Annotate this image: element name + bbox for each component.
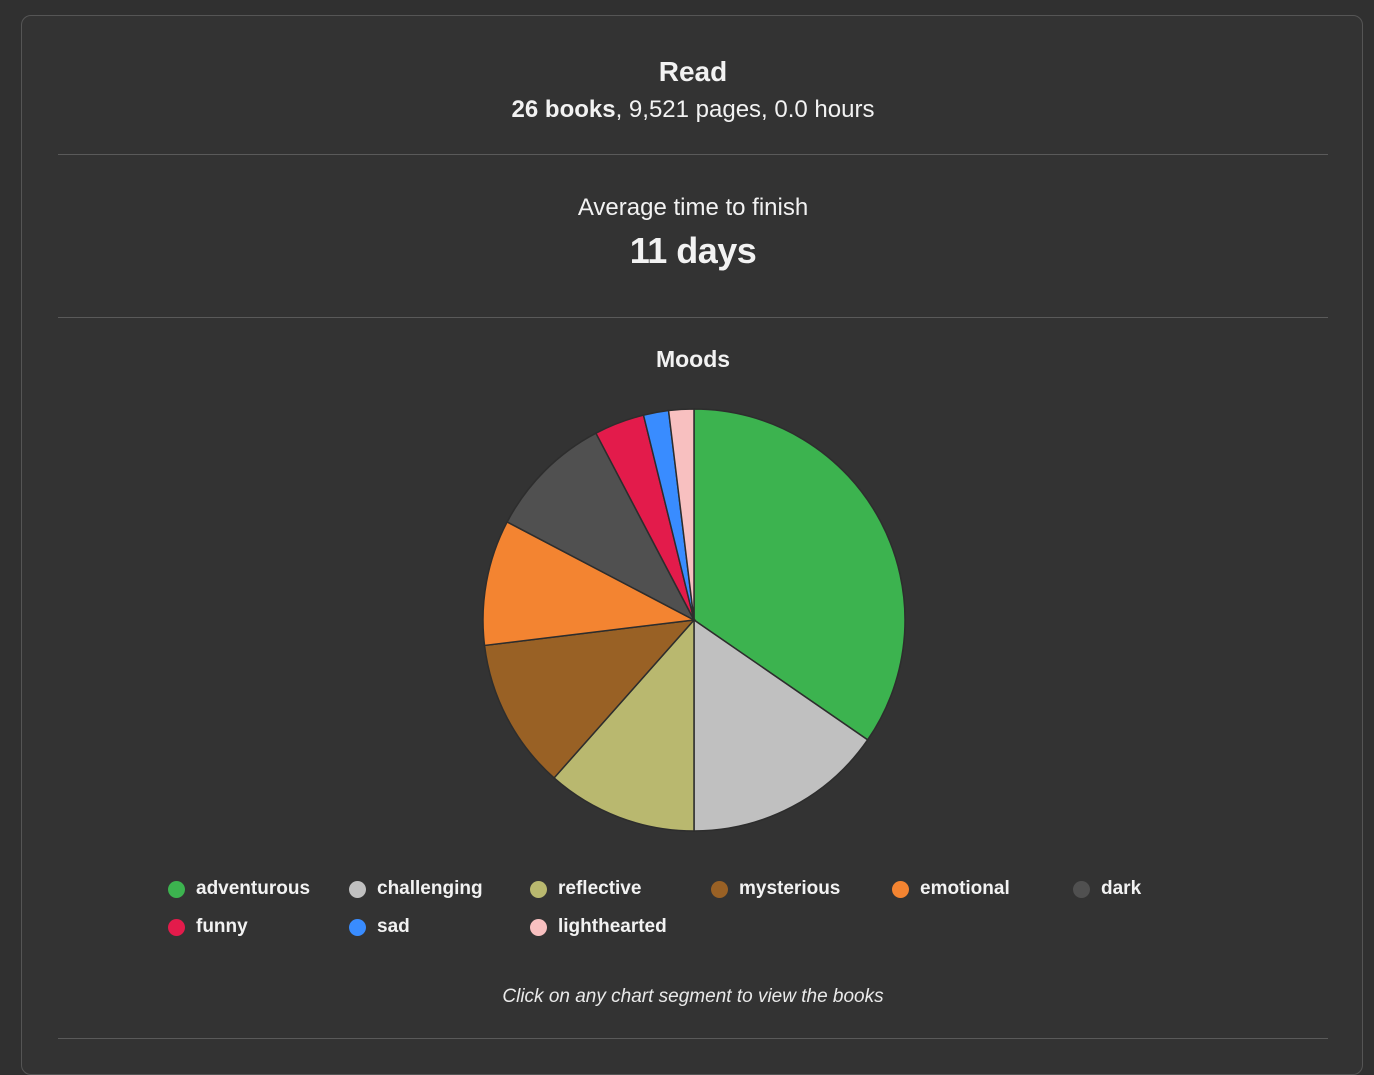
average-label: Average time to finish: [577, 194, 809, 221]
moods-section: Moods: [58, 346, 1328, 373]
legend-label: dark: [1101, 878, 1142, 899]
read-title: Read: [658, 56, 728, 87]
legend-label: mysterious: [739, 878, 841, 899]
pie-slice-adventurous[interactable]: [693, 408, 906, 741]
chart-hint: Click on any chart segment to view the b…: [502, 986, 884, 1007]
legend-item-challenging[interactable]: challenging: [349, 878, 483, 900]
legend-item-reflective[interactable]: reflective: [530, 878, 641, 900]
divider: [58, 154, 1328, 155]
legend-dot-icon: [530, 918, 547, 936]
legend-label: challenging: [377, 878, 483, 899]
pie-slice-mysterious[interactable]: [483, 619, 696, 779]
legend-item-mysterious[interactable]: mysterious: [711, 878, 840, 900]
legend-dot-icon: [711, 880, 728, 898]
legend-dot-icon: [349, 918, 366, 936]
pie-slice-emotional[interactable]: [482, 520, 697, 647]
legend-dot-icon: [168, 918, 185, 936]
chart-title: Moods: [655, 346, 731, 372]
legend-label: reflective: [558, 878, 642, 899]
books-count: 26 books: [511, 96, 616, 123]
legend-label: emotional: [920, 878, 1010, 899]
read-summary: 26 books, 9,521 pages, 0.0 hours: [58, 96, 1328, 124]
pie-slice-dark[interactable]: [506, 432, 696, 622]
legend-item-funny[interactable]: funny: [168, 916, 248, 938]
legend-label: lighthearted: [558, 916, 667, 937]
legend-label: funny: [196, 916, 248, 937]
pie-slice-reflective[interactable]: [553, 618, 695, 832]
stats-card: Read 26 books, 9,521 pages, 0.0 hours Av…: [21, 15, 1363, 1075]
legend-item-dark[interactable]: dark: [1073, 878, 1141, 900]
pie-slice-challenging[interactable]: [693, 618, 869, 832]
legend-dot-icon: [349, 880, 366, 898]
read-section: Read 26 books, 9,521 pages, 0.0 hours: [58, 56, 1328, 124]
divider: [58, 317, 1328, 318]
legend-item-lighthearted[interactable]: lighthearted: [530, 916, 667, 938]
legend-label: adventurous: [196, 878, 311, 899]
hint-section: Click on any chart segment to view the b…: [58, 986, 1328, 1008]
legend-dot-icon: [168, 880, 185, 898]
average-section: Average time to finish 11 days: [58, 194, 1328, 272]
pages-hours: , 9,521 pages, 0.0 hours: [615, 96, 875, 123]
legend-dot-icon: [530, 880, 547, 898]
divider: [58, 1038, 1328, 1039]
legend-dot-icon: [892, 880, 909, 898]
legend-dot-icon: [1073, 880, 1090, 898]
legend-item-adventurous[interactable]: adventurous: [168, 878, 310, 900]
average-value: 11 days: [629, 230, 757, 271]
moods-pie-chart[interactable]: [472, 398, 916, 842]
legend-item-emotional[interactable]: emotional: [892, 878, 1010, 900]
legend-label: sad: [377, 916, 410, 937]
pie-slice-lighthearted[interactable]: [667, 408, 695, 621]
legend-item-sad[interactable]: sad: [349, 916, 410, 938]
